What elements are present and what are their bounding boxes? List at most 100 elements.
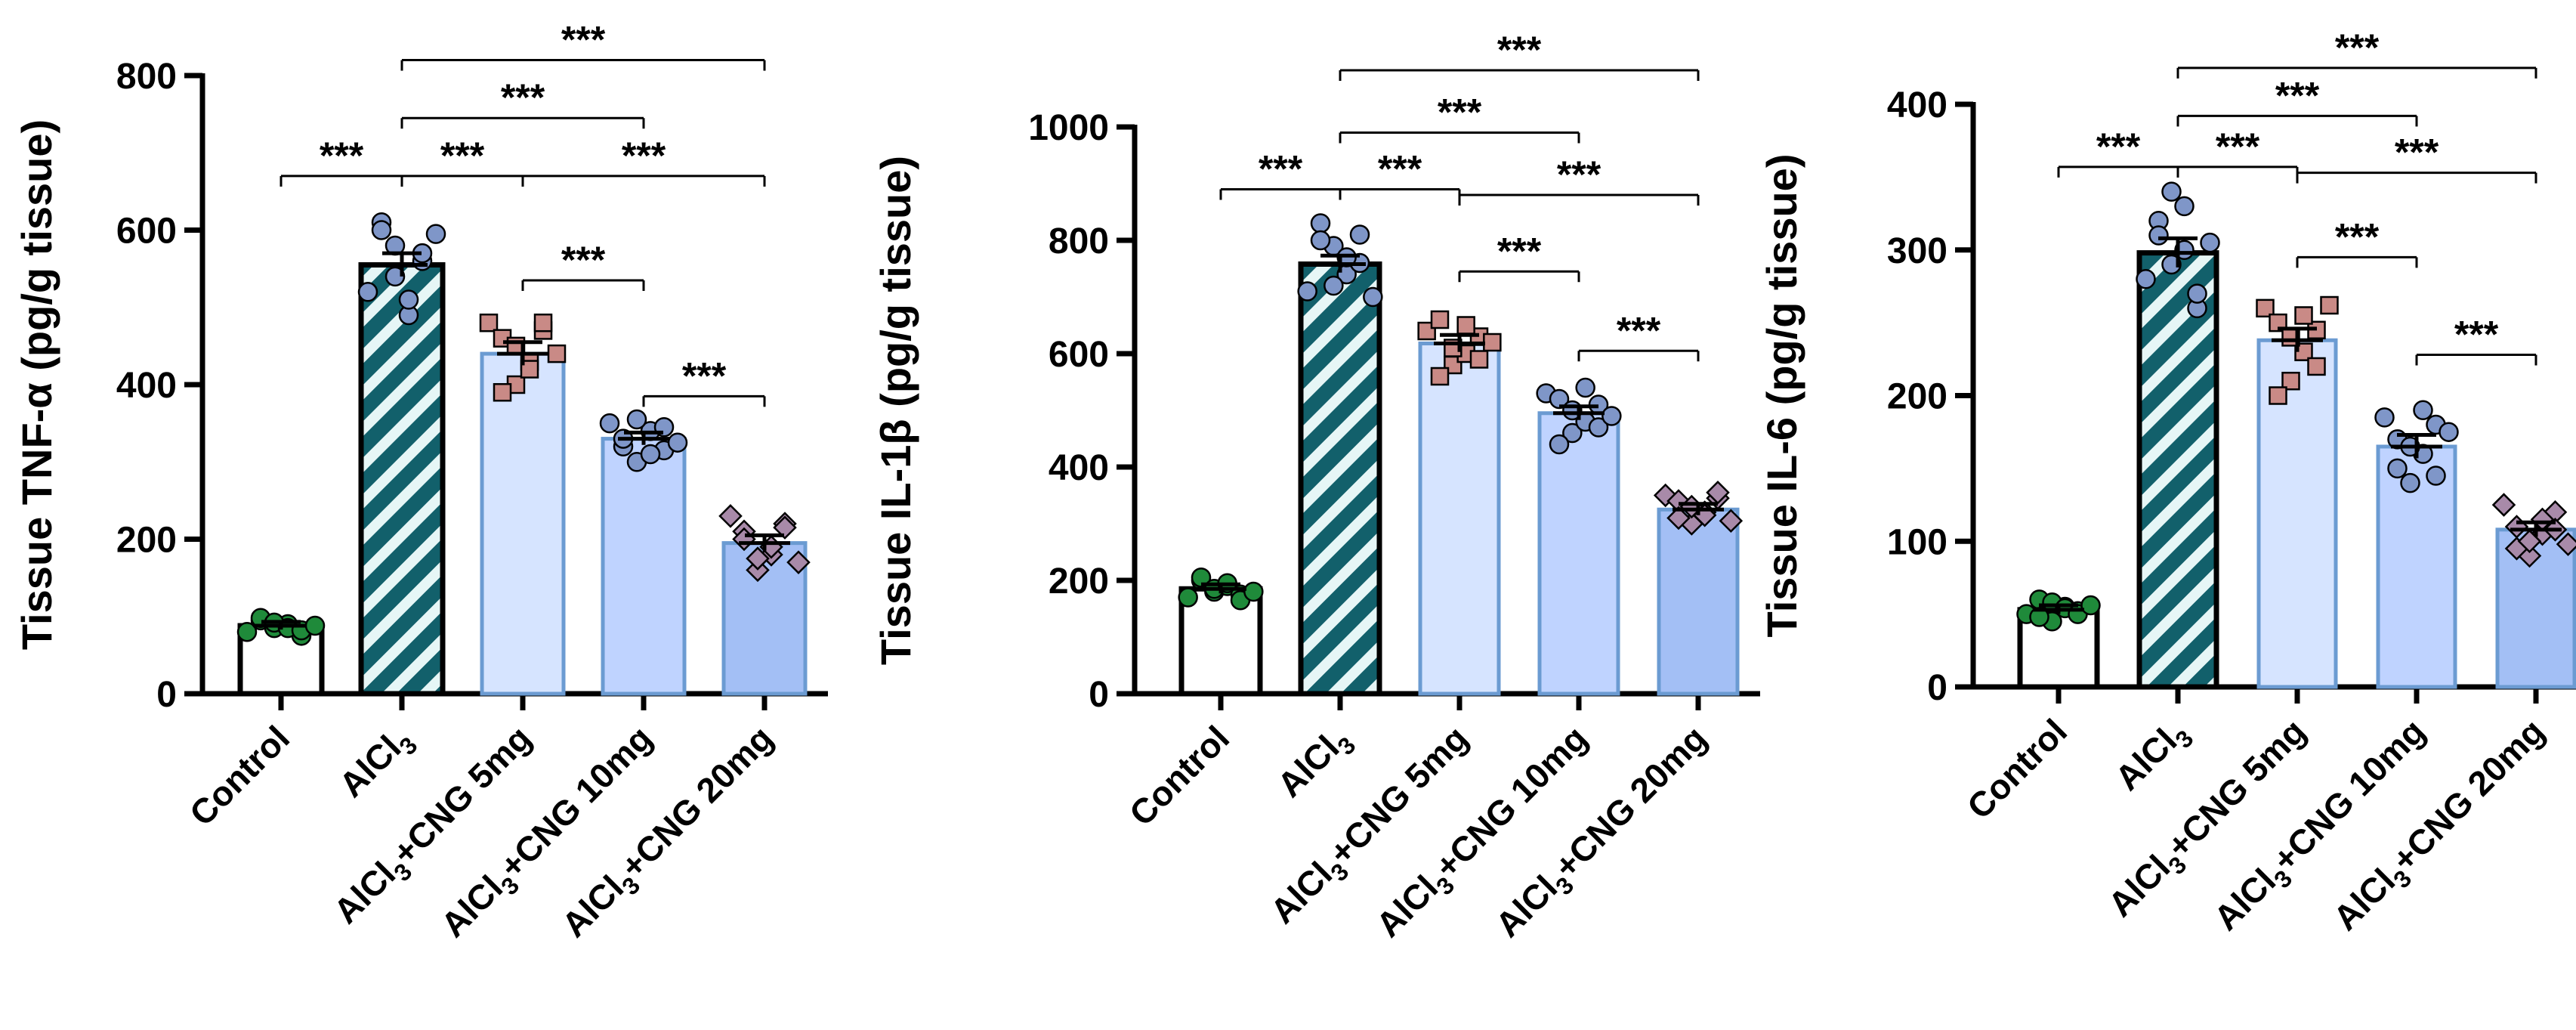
data-point — [1719, 509, 1744, 534]
data-point — [2148, 225, 2169, 246]
data-point — [2413, 400, 2433, 421]
data-point — [2400, 472, 2420, 493]
x-tick-label: Control — [1122, 718, 1237, 833]
data-point — [2387, 458, 2408, 479]
y-axis-label: Tissue IL-1β (pg/g tissue) — [872, 156, 919, 665]
significance-label: *** — [1497, 29, 1542, 71]
data-point — [357, 282, 378, 302]
significance-label: *** — [2335, 215, 2380, 258]
data-point — [746, 546, 770, 571]
data-point — [773, 515, 797, 540]
data-point — [1310, 230, 1331, 251]
data-point — [786, 550, 811, 574]
significance-label: *** — [320, 135, 364, 177]
y-tick-label: 800 — [1049, 221, 1109, 261]
data-point — [1549, 434, 1570, 455]
significance-label: *** — [2395, 131, 2439, 174]
significance-label: *** — [1438, 91, 1482, 134]
x-tick-label-main: Control — [1960, 711, 2074, 826]
data-point — [398, 289, 419, 310]
bar — [1657, 507, 1740, 696]
x-tick-label: AlCl3 — [1270, 718, 1361, 809]
data-point — [479, 313, 499, 333]
y-tick-label: 200 — [116, 521, 177, 561]
data-point — [425, 224, 446, 244]
significance-label: *** — [682, 354, 727, 397]
data-point — [2491, 493, 2516, 517]
y-tick-label: 600 — [116, 212, 177, 252]
data-point — [1469, 350, 1489, 369]
data-point — [2200, 232, 2220, 253]
data-point — [1430, 310, 1450, 329]
data-point — [2269, 386, 2287, 405]
bar — [601, 437, 687, 696]
x-tick-label: AlCl3 — [2108, 711, 2199, 803]
y-tick-label: 400 — [1049, 448, 1109, 488]
x-tick-label: Control — [1960, 711, 2074, 826]
x-tick-label: AlCl3 — [332, 718, 423, 809]
data-point — [1324, 275, 1344, 296]
x-tick-label: AlCl3+CNG 20mg — [1487, 718, 1719, 949]
data-point — [520, 360, 539, 379]
y-tick-label: 200 — [1049, 561, 1109, 602]
bar — [1298, 261, 1382, 697]
data-point — [2136, 269, 2156, 289]
data-point — [2174, 196, 2195, 217]
data-point — [2426, 466, 2446, 486]
significance-label: *** — [1378, 148, 1422, 190]
data-point — [2294, 306, 2313, 325]
data-point — [1178, 587, 1198, 608]
bar — [358, 262, 446, 697]
y-tick-label: 100 — [1887, 522, 1947, 562]
data-point — [2281, 371, 2300, 391]
data-point — [533, 313, 553, 333]
data-point — [547, 344, 567, 363]
x-tick-label: AlCl3+CNG 10mg — [1368, 718, 1599, 949]
significance-label: *** — [1557, 153, 1602, 196]
y-tick-label: 0 — [1089, 675, 1109, 715]
significance-label: *** — [561, 19, 606, 61]
data-point — [2080, 595, 2101, 616]
bar — [2136, 250, 2219, 690]
y-tick-label: 0 — [1927, 668, 1947, 708]
data-point — [1575, 377, 1595, 398]
data-point — [1297, 281, 1317, 302]
data-point — [599, 413, 620, 434]
bar — [1537, 411, 1620, 696]
data-point — [667, 432, 688, 453]
data-point — [1456, 316, 1475, 335]
data-point — [304, 615, 326, 636]
bar — [1418, 342, 1501, 696]
data-point — [1602, 406, 1622, 426]
significance-label: *** — [622, 135, 666, 177]
significance-label: *** — [501, 76, 545, 119]
significance-label: *** — [1497, 230, 1542, 272]
significance-label: *** — [561, 239, 606, 281]
significance-label: *** — [2216, 125, 2260, 168]
significance-label: *** — [440, 135, 485, 177]
data-point — [718, 504, 743, 528]
significance-label: *** — [1259, 148, 1303, 190]
data-point — [2320, 295, 2339, 315]
data-point — [626, 409, 647, 430]
data-point — [1430, 367, 1450, 386]
data-point — [2256, 298, 2275, 318]
y-tick-label: 200 — [1887, 377, 1947, 417]
y-tick-label: 300 — [1887, 231, 1947, 271]
data-point — [371, 220, 392, 240]
data-point — [640, 444, 661, 465]
significance-label: *** — [2275, 74, 2320, 116]
data-point — [385, 266, 406, 287]
data-point — [1243, 581, 1264, 602]
y-axis-label: Tissue TNF-α (pg/g tissue) — [13, 119, 60, 650]
x-tick-label: AlCl3+CNG 20mg — [554, 718, 785, 949]
significance-label: *** — [2335, 26, 2380, 69]
data-point — [2187, 283, 2207, 304]
x-tick-label: AlCl3+CNG 20mg — [2325, 711, 2556, 942]
y-tick-label: 800 — [116, 57, 177, 97]
data-point — [2439, 422, 2459, 442]
chart-panel-tnf: 0 200 400 600 800 Tissue TNF-α (pg/g tissue) *… — [13, 19, 828, 949]
data-point — [493, 382, 512, 402]
data-point — [2161, 181, 2182, 202]
